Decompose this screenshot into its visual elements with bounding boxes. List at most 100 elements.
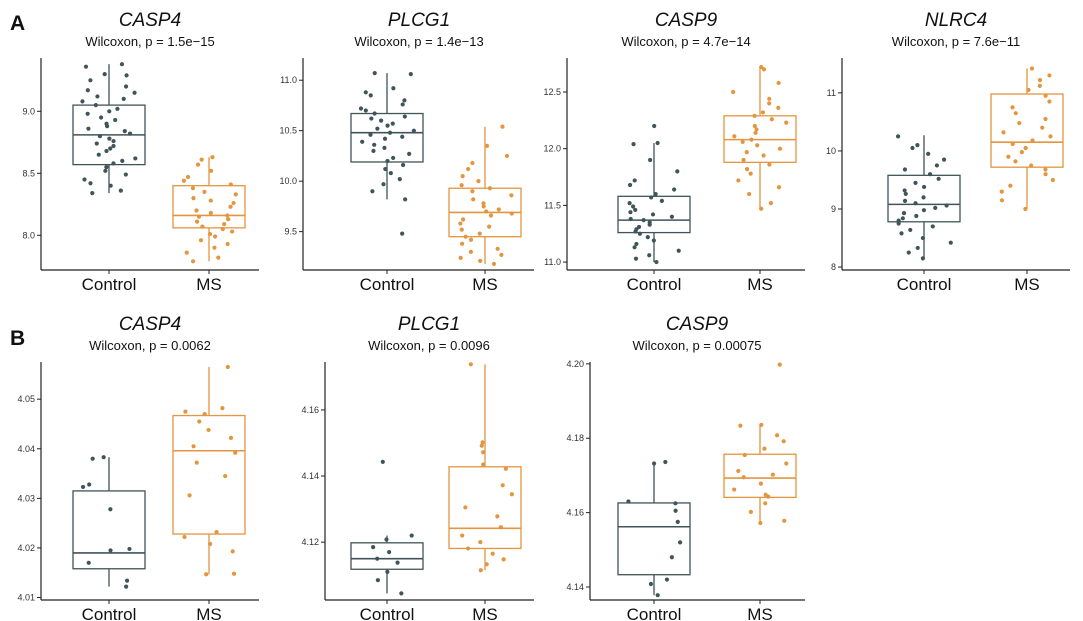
data-point	[1013, 159, 1018, 164]
data-point	[913, 180, 918, 185]
data-point	[901, 210, 907, 216]
data-point	[407, 151, 412, 157]
y-tick-label: 4.04	[17, 444, 35, 454]
data-point	[208, 168, 214, 173]
data-point	[637, 231, 642, 236]
data-point	[481, 450, 486, 455]
data-point	[650, 212, 656, 217]
data-point	[228, 204, 233, 209]
box-control	[72, 457, 146, 587]
iqr-box	[350, 542, 424, 570]
y-tick-label: 9.0	[22, 106, 35, 116]
data-point	[368, 132, 373, 137]
iqr-box	[617, 195, 691, 234]
data-point	[98, 115, 104, 120]
data-point	[752, 123, 757, 129]
chart-subtitle: Wilcoxon, p = 1.5e−15	[85, 34, 214, 49]
data-point	[104, 164, 109, 170]
data-point	[1010, 105, 1015, 110]
data-point	[206, 427, 211, 433]
box-ms	[448, 364, 522, 571]
data-point	[628, 210, 633, 215]
data-point	[944, 203, 949, 208]
data-point	[1043, 116, 1048, 122]
data-point	[80, 99, 85, 104]
x-tick-label: MS	[196, 605, 222, 621]
data-point	[108, 548, 113, 553]
data-point	[902, 167, 908, 172]
data-point	[402, 98, 407, 103]
data-point	[468, 362, 473, 367]
data-point	[763, 501, 768, 506]
data-point	[761, 67, 767, 72]
data-point	[669, 214, 675, 219]
data-point	[491, 261, 497, 267]
data-point	[225, 213, 230, 218]
data-point	[1008, 183, 1013, 188]
data-point	[669, 555, 674, 560]
data-point	[104, 148, 109, 154]
y-tick-label: 12.5	[543, 87, 561, 97]
data-point	[118, 188, 123, 193]
data-point	[632, 178, 637, 183]
chart-title: PLCG1	[388, 10, 450, 31]
data-point	[459, 183, 464, 188]
data-point	[372, 71, 377, 76]
data-point	[748, 509, 753, 514]
data-point	[382, 145, 387, 150]
data-point	[459, 241, 465, 246]
data-point	[400, 102, 405, 107]
data-point	[182, 534, 187, 540]
data-point	[936, 176, 941, 181]
data-point	[495, 246, 500, 251]
charts-container: CASP4 Wilcoxon, p = 1.5e−15 8.0 8.5 9.0 Contr…	[17, 10, 1070, 621]
data-point	[395, 560, 400, 565]
data-point	[903, 191, 908, 197]
data-point	[86, 560, 91, 565]
data-point	[132, 90, 137, 95]
data-point	[124, 578, 130, 583]
data-point	[87, 482, 92, 487]
y-tick-label: 4.01	[17, 593, 35, 603]
data-point	[1017, 120, 1022, 126]
data-point	[184, 250, 189, 255]
data-point	[647, 222, 652, 227]
data-point	[466, 166, 471, 172]
data-point	[906, 250, 911, 255]
data-point	[915, 245, 920, 251]
data-point	[225, 241, 230, 247]
data-point	[490, 551, 495, 556]
data-point	[501, 557, 506, 562]
data-point	[108, 507, 113, 512]
data-point	[767, 162, 772, 167]
data-point	[744, 167, 750, 172]
y-tick-label: 9.5	[284, 227, 297, 237]
data-point	[896, 221, 901, 226]
data-point	[368, 93, 373, 98]
data-point	[1010, 141, 1015, 147]
data-point	[503, 466, 508, 471]
data-point	[731, 89, 736, 95]
data-point	[895, 134, 901, 139]
data-point	[372, 142, 377, 147]
data-point	[738, 423, 743, 428]
chart-a-plcg1: PLCG1 Wilcoxon, p = 1.4e−13 9.5 10.0 10.5 11.…	[279, 10, 534, 294]
chart-subtitle: Wilcoxon, p = 0.00075	[633, 338, 762, 353]
data-point	[732, 134, 737, 139]
data-point	[375, 126, 380, 131]
data-point	[94, 141, 99, 146]
data-point	[744, 149, 749, 155]
iqr-box	[72, 490, 146, 570]
y-tick-label: 11.0	[544, 257, 561, 267]
y-tick-label: 4.16	[301, 405, 319, 415]
data-point	[391, 86, 396, 91]
data-point	[115, 106, 120, 111]
chart-title: CASP9	[655, 10, 718, 31]
data-point	[190, 259, 196, 264]
data-point	[509, 193, 514, 198]
data-point	[385, 123, 390, 128]
data-point	[476, 179, 481, 184]
data-point	[653, 191, 658, 197]
data-point	[101, 455, 106, 460]
y-tick-label: 11.0	[280, 75, 297, 85]
